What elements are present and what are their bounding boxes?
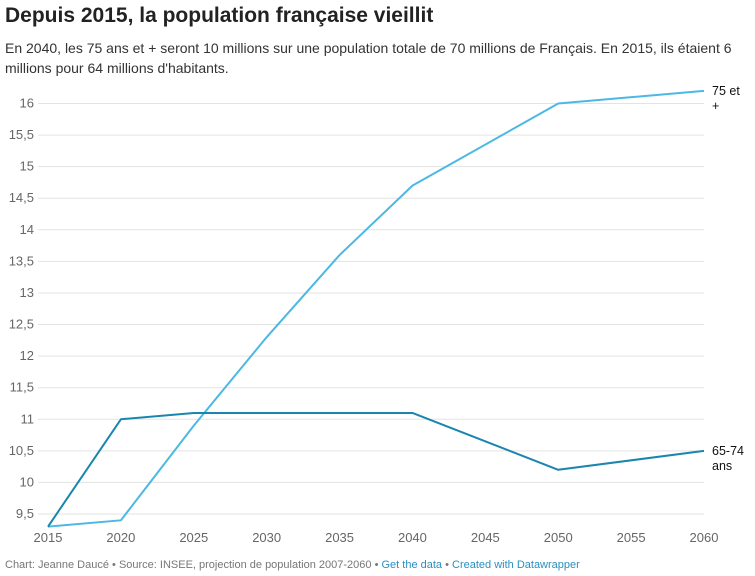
- chart-credit: Chart: Jeanne Daucé: [5, 559, 109, 571]
- series-label: ans: [712, 459, 732, 473]
- y-tick-label: 13,5: [9, 253, 34, 268]
- y-tick-label: 15,5: [9, 127, 34, 142]
- y-tick-label: 9,5: [16, 506, 34, 521]
- series-line-65-74: [47, 411, 705, 528]
- series-label: +: [712, 99, 719, 113]
- y-tick-label: 15: [20, 159, 34, 174]
- x-tick-label: 2040: [398, 530, 427, 545]
- x-tick-label: 2060: [690, 530, 719, 545]
- chart-title: Depuis 2015, la population française vie…: [5, 4, 434, 27]
- series-label: 65-74: [712, 444, 744, 458]
- x-tick-label: 2050: [544, 530, 573, 545]
- y-tick-label: 14,5: [9, 190, 34, 205]
- chart-description: En 2040, les 75 ans et + seront 10 milli…: [5, 40, 732, 76]
- series-label: 75 et: [712, 84, 740, 98]
- chart-source: Source: INSEE, projection de population …: [118, 559, 372, 571]
- x-tick-label: 2055: [617, 530, 646, 545]
- y-tick-label: 16: [20, 96, 34, 111]
- x-tick-label: 2015: [34, 530, 63, 545]
- y-tick-label: 14: [20, 222, 34, 237]
- chart-footer: Chart: Jeanne Daucé • Source: INSEE, pro…: [5, 559, 580, 571]
- y-tick-label: 10,5: [9, 443, 34, 458]
- y-tick-label: 12,5: [9, 317, 34, 332]
- separator: •: [374, 559, 379, 571]
- y-tick-label: 11: [21, 411, 35, 426]
- y-tick-label: 13: [20, 285, 34, 300]
- x-tick-label: 2045: [471, 530, 500, 545]
- y-tick-label: 10: [20, 474, 34, 489]
- separator: •: [112, 559, 116, 571]
- y-tick-label: 11,5: [10, 380, 34, 395]
- x-tick-label: 2020: [106, 530, 135, 545]
- x-tick-label: 2035: [325, 530, 354, 545]
- datawrapper-link[interactable]: Created with Datawrapper: [452, 559, 580, 571]
- series-line-75-plus: [47, 89, 705, 528]
- x-tick-label: 2030: [252, 530, 281, 545]
- get-data-link[interactable]: Get the data: [381, 559, 443, 571]
- y-tick-label: 12: [20, 348, 34, 363]
- x-tick-label: 2025: [179, 530, 208, 545]
- separator: •: [445, 559, 449, 571]
